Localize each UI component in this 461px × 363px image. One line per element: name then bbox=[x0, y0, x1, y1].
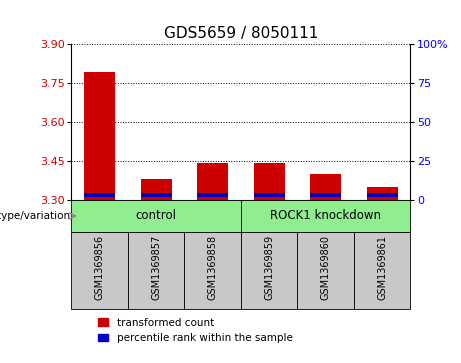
Bar bbox=[184, 232, 241, 309]
Bar bbox=[197, 163, 228, 200]
Text: GSM1369860: GSM1369860 bbox=[320, 234, 331, 299]
Bar bbox=[354, 232, 410, 309]
Bar bbox=[310, 174, 341, 200]
Legend: transformed count, percentile rank within the sample: transformed count, percentile rank withi… bbox=[94, 314, 296, 347]
Bar bbox=[366, 187, 397, 200]
Bar bbox=[310, 193, 341, 196]
Bar bbox=[84, 72, 115, 200]
Title: GDS5659 / 8050111: GDS5659 / 8050111 bbox=[164, 26, 318, 41]
Text: ROCK1 knockdown: ROCK1 knockdown bbox=[270, 209, 381, 223]
Text: GSM1369856: GSM1369856 bbox=[95, 234, 105, 300]
Bar bbox=[254, 163, 284, 200]
Bar bbox=[297, 232, 354, 309]
Bar bbox=[71, 200, 241, 232]
Text: GSM1369858: GSM1369858 bbox=[207, 234, 218, 300]
Text: GSM1369857: GSM1369857 bbox=[151, 234, 161, 300]
Bar bbox=[141, 193, 171, 196]
Text: genotype/variation: genotype/variation bbox=[0, 211, 71, 221]
Bar bbox=[366, 193, 397, 196]
Bar bbox=[241, 200, 410, 232]
Bar bbox=[71, 232, 128, 309]
Bar bbox=[197, 193, 228, 196]
Text: GSM1369861: GSM1369861 bbox=[377, 234, 387, 299]
Bar bbox=[241, 232, 297, 309]
Text: GSM1369859: GSM1369859 bbox=[264, 234, 274, 300]
Bar bbox=[128, 232, 184, 309]
Text: control: control bbox=[136, 209, 177, 223]
Bar bbox=[254, 193, 284, 196]
Bar bbox=[84, 193, 115, 196]
Bar bbox=[141, 179, 171, 200]
